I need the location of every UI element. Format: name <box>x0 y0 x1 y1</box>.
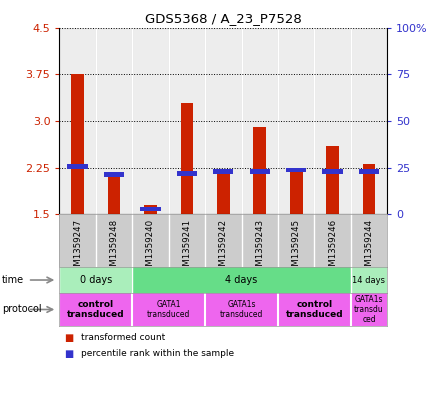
Text: transformed count: transformed count <box>81 334 165 342</box>
Bar <box>290 169 303 214</box>
Text: GATA1s
transdu
ced: GATA1s transdu ced <box>354 295 384 324</box>
Text: GSM1359242: GSM1359242 <box>219 219 228 277</box>
Text: percentile rank within the sample: percentile rank within the sample <box>81 349 235 358</box>
Bar <box>96 28 132 214</box>
Bar <box>144 205 157 214</box>
Text: 14 days: 14 days <box>352 275 385 285</box>
Bar <box>314 28 351 214</box>
Bar <box>180 103 193 214</box>
Bar <box>242 28 278 214</box>
Text: protocol: protocol <box>2 305 42 314</box>
Bar <box>249 169 270 174</box>
Bar <box>323 169 343 174</box>
Bar <box>205 293 278 326</box>
Text: GSM1359243: GSM1359243 <box>255 219 264 277</box>
Text: GSM1359245: GSM1359245 <box>292 219 301 277</box>
Bar <box>205 28 242 214</box>
Bar <box>71 74 84 214</box>
Text: GSM1359247: GSM1359247 <box>73 219 82 277</box>
Text: GSM1359241: GSM1359241 <box>182 219 191 277</box>
Text: 4 days: 4 days <box>225 275 258 285</box>
Text: GSM1359244: GSM1359244 <box>364 219 374 277</box>
Bar <box>351 267 387 293</box>
Bar <box>169 28 205 214</box>
Bar <box>59 293 132 326</box>
Bar <box>363 164 375 214</box>
Bar <box>286 168 306 173</box>
Bar <box>253 127 266 214</box>
Bar <box>351 293 387 326</box>
Bar <box>177 171 197 176</box>
Text: GSM1359248: GSM1359248 <box>110 219 118 277</box>
Bar <box>108 172 121 214</box>
Text: control
transduced: control transduced <box>286 300 343 319</box>
Bar <box>132 293 205 326</box>
Text: GSM1359246: GSM1359246 <box>328 219 337 277</box>
Bar <box>326 146 339 214</box>
Text: ■: ■ <box>64 349 73 359</box>
Bar <box>217 169 230 214</box>
Text: 0 days: 0 days <box>80 275 112 285</box>
Bar <box>132 28 169 214</box>
Bar <box>278 28 314 214</box>
Title: GDS5368 / A_23_P7528: GDS5368 / A_23_P7528 <box>145 12 302 25</box>
Text: control
transduced: control transduced <box>67 300 125 319</box>
Text: time: time <box>2 275 24 285</box>
Bar <box>213 169 234 174</box>
Text: GATA1
transduced: GATA1 transduced <box>147 300 191 319</box>
Text: ■: ■ <box>64 333 73 343</box>
Bar <box>359 169 379 174</box>
Bar <box>140 208 161 211</box>
Bar <box>351 28 387 214</box>
Bar <box>59 28 96 214</box>
Bar <box>59 267 132 293</box>
Bar <box>132 267 351 293</box>
Bar <box>67 164 88 169</box>
Bar <box>104 172 124 177</box>
Text: GATA1s
transduced: GATA1s transduced <box>220 300 263 319</box>
Bar <box>278 293 351 326</box>
Text: GSM1359240: GSM1359240 <box>146 219 155 277</box>
